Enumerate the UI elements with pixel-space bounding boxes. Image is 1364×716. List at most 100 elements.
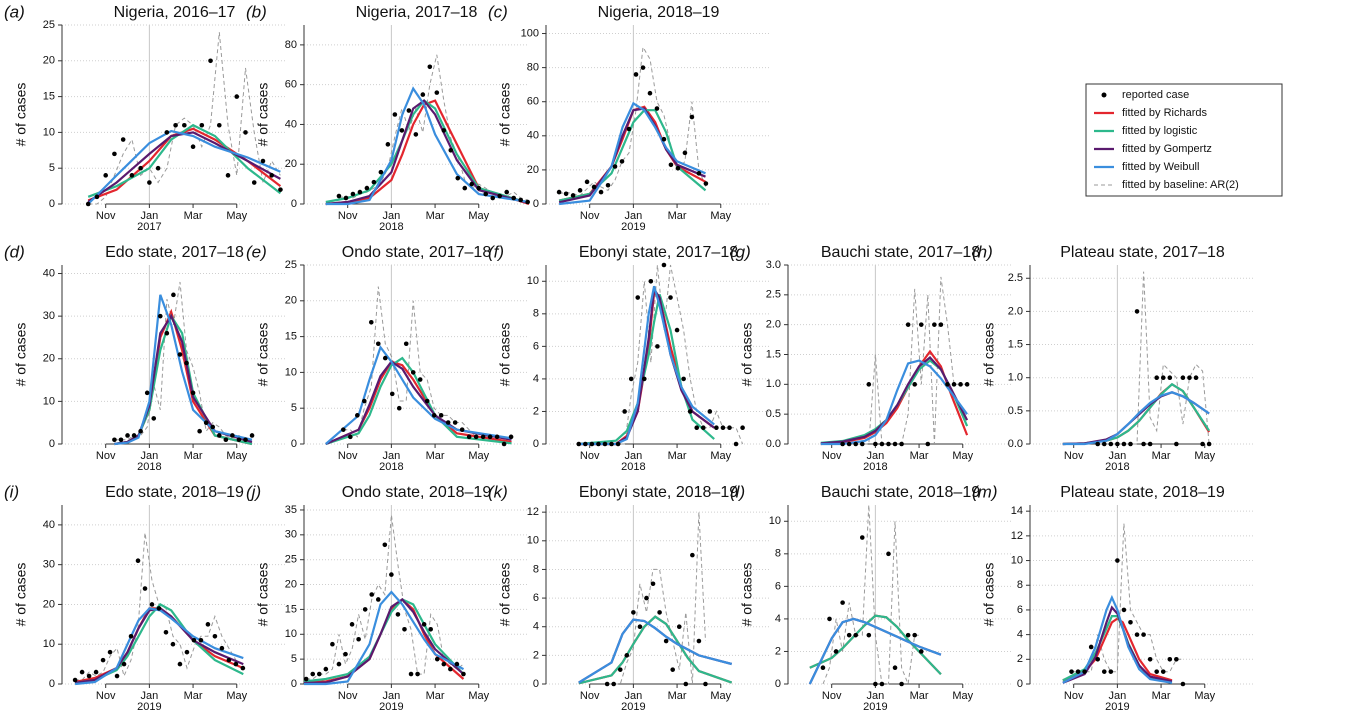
- case-point: [604, 681, 610, 687]
- case-point: [605, 182, 611, 188]
- case-point: [853, 632, 859, 638]
- case-point: [240, 665, 246, 671]
- year-label: 2019: [137, 701, 161, 713]
- case-point: [873, 681, 878, 687]
- x-tick-label: Jan: [1109, 690, 1127, 702]
- fit-line: [558, 107, 706, 204]
- y-tick-label: 0: [49, 438, 55, 450]
- case-point: [740, 425, 745, 431]
- case-point: [640, 65, 646, 70]
- case-point: [173, 122, 178, 128]
- year-label: 2019: [863, 701, 887, 713]
- case-point: [1174, 657, 1179, 662]
- case-point: [637, 624, 643, 630]
- case-point: [661, 262, 667, 268]
- x-tick-label: Nov: [338, 690, 358, 702]
- y-tick-label: 100: [521, 27, 539, 39]
- fit-line: [87, 123, 282, 198]
- case-point: [642, 376, 647, 382]
- case-point: [107, 649, 113, 655]
- baseline-line: [343, 286, 512, 445]
- y-tick-label: 40: [43, 519, 55, 531]
- case-point: [243, 130, 248, 135]
- year-label: 2019: [379, 701, 403, 713]
- x-tick-label: May: [1194, 450, 1215, 462]
- year-label: 2018: [379, 461, 403, 473]
- x-tick-label: Nov: [96, 450, 116, 462]
- y-tick-label: 0: [49, 678, 55, 690]
- x-tick-label: Mar: [910, 450, 929, 462]
- case-point: [598, 189, 604, 195]
- legend: reported case fitted by Richards fitted by…: [1085, 83, 1283, 197]
- case-point: [483, 191, 489, 197]
- case-point: [396, 405, 402, 411]
- case-point: [694, 425, 700, 431]
- case-point: [703, 681, 708, 687]
- case-point: [375, 597, 381, 602]
- case-point: [1141, 632, 1146, 637]
- case-point: [392, 112, 398, 117]
- panel: (i) Edo state, 2018–19 # of cases 0 10 20 30 40…: [4, 482, 287, 713]
- case-point: [79, 669, 85, 675]
- case-point: [820, 665, 826, 671]
- panel-label: (i): [4, 482, 19, 501]
- case-point: [1200, 441, 1205, 447]
- panel-label: (k): [488, 482, 508, 501]
- case-point: [361, 398, 367, 404]
- case-point: [899, 441, 904, 447]
- case-point: [918, 649, 924, 654]
- case-point: [476, 185, 482, 191]
- case-point: [399, 128, 405, 133]
- panel-label: (f): [488, 242, 504, 261]
- y-tick-label: 10: [527, 275, 539, 287]
- baseline-line: [822, 504, 922, 686]
- y-axis-title: # of cases: [739, 323, 755, 387]
- case-point: [833, 649, 839, 654]
- case-point: [696, 638, 702, 644]
- baseline-line: [1097, 271, 1210, 445]
- case-point: [1134, 309, 1140, 314]
- y-tick-label: 60: [527, 96, 539, 108]
- x-tick-label: May: [226, 690, 247, 702]
- case-point: [1193, 375, 1199, 381]
- fit-line: [578, 285, 715, 446]
- case-point: [164, 130, 170, 135]
- y-tick-label: 10: [527, 535, 539, 547]
- y-tick-label: 10: [285, 366, 297, 378]
- y-tick-label: 2: [533, 405, 539, 417]
- case-point: [210, 424, 216, 430]
- case-point: [378, 169, 384, 175]
- x-tick-label: May: [468, 450, 489, 462]
- case-point: [120, 137, 126, 142]
- y-tick-label: 40: [43, 267, 55, 279]
- year-label: 2018: [621, 461, 645, 473]
- panel-title: Ebonyi state, 2017–18: [579, 244, 738, 261]
- case-point: [1108, 669, 1114, 674]
- case-point: [1095, 657, 1101, 662]
- x-tick-label: Jan: [625, 690, 643, 702]
- y-tick-label: 14: [1011, 505, 1023, 517]
- year-label: 2018: [137, 461, 161, 473]
- y-tick-label: 2.0: [766, 319, 781, 331]
- case-point: [349, 622, 355, 627]
- case-point: [576, 441, 582, 447]
- case-point: [469, 181, 475, 187]
- case-point: [563, 191, 569, 197]
- case-point: [892, 665, 898, 671]
- case-point: [310, 671, 316, 677]
- case-point: [135, 558, 141, 563]
- case-point: [382, 542, 388, 548]
- case-point: [687, 409, 693, 414]
- case-point: [348, 434, 353, 440]
- case-point: [886, 441, 891, 447]
- case-point: [278, 187, 283, 192]
- legend-box: [1085, 83, 1283, 197]
- case-point: [707, 409, 713, 414]
- x-tick-label: Jan: [383, 210, 401, 222]
- case-point: [199, 122, 205, 128]
- case-point: [454, 661, 460, 667]
- y-axis-title: # of cases: [981, 323, 997, 387]
- baseline-line: [114, 281, 252, 441]
- case-point: [461, 671, 466, 677]
- case-point: [128, 633, 134, 639]
